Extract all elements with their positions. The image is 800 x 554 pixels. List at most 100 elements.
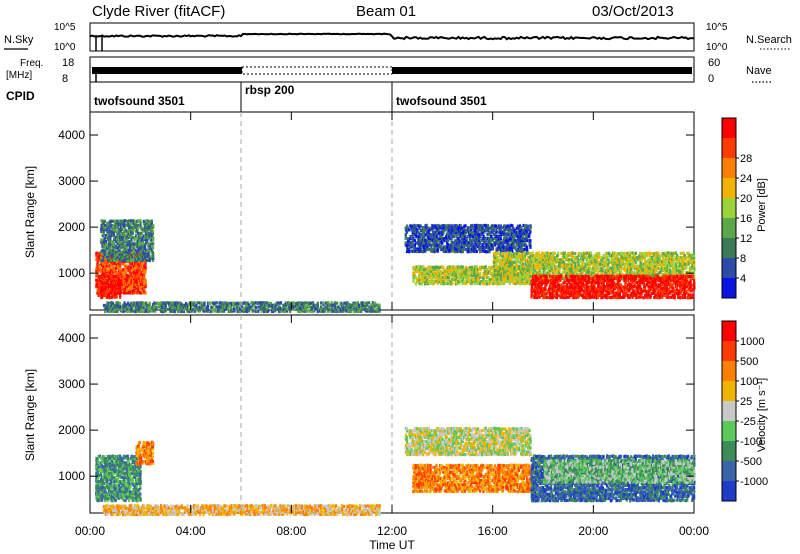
heatmap-cell	[685, 264, 688, 268]
heatmap-cell	[475, 275, 478, 279]
heatmap-cell	[679, 269, 682, 273]
heatmap-cell	[108, 252, 111, 257]
heatmap-cell	[601, 292, 604, 296]
heatmap-cell	[617, 285, 620, 289]
heatmap-cell	[117, 276, 121, 280]
heatmap-cell	[518, 264, 521, 268]
heatmap-cell	[541, 258, 545, 262]
heatmap-cell	[496, 225, 499, 230]
heatmap-cell	[111, 283, 114, 287]
heatmap-cell	[561, 287, 564, 291]
heatmap-cell	[592, 266, 595, 270]
heatmap-cell	[147, 227, 150, 231]
heatmap-cell	[687, 253, 690, 257]
heatmap-cell	[113, 270, 116, 274]
heatmap-cell	[116, 258, 119, 262]
heatmap-cell	[126, 264, 129, 268]
heatmap-cell	[470, 265, 474, 269]
heatmap-cell	[109, 291, 112, 295]
heatmap-cell	[632, 255, 635, 260]
heatmap-cell	[150, 227, 154, 231]
heatmap-cell	[672, 273, 675, 277]
heatmap-cell	[97, 289, 100, 293]
heatmap-cell	[551, 283, 554, 287]
heatmap-cell	[598, 275, 601, 279]
heatmap-cell	[487, 245, 490, 249]
heatmap-cell	[422, 274, 425, 278]
heatmap-cell	[137, 285, 140, 289]
heatmap-cell	[484, 236, 487, 240]
heatmap-cell	[543, 289, 546, 293]
heatmap-cell	[108, 232, 111, 236]
heatmap-cell	[678, 260, 681, 264]
heatmap-cell	[130, 238, 133, 242]
heatmap-cell	[572, 293, 576, 297]
heatmap-cell	[610, 269, 613, 273]
heatmap-cell	[628, 287, 632, 291]
heatmap-cell	[576, 257, 579, 261]
heatmap-cell	[574, 273, 577, 277]
heatmap-cell	[139, 235, 142, 240]
heatmap-cell	[104, 281, 107, 285]
heatmap-cell	[124, 270, 128, 274]
heatmap-cell	[464, 224, 467, 228]
heatmap-cell	[690, 254, 693, 258]
heatmap-cell	[595, 289, 599, 293]
heatmap-cell	[136, 227, 140, 231]
heatmap-cell	[504, 262, 507, 266]
heatmap-cell	[550, 274, 553, 279]
heatmap-cell	[115, 240, 118, 244]
heatmap-cell	[105, 228, 108, 232]
heatmap-cell	[545, 260, 548, 264]
heatmap-cell	[670, 260, 673, 264]
heatmap-cell	[419, 236, 422, 240]
heatmap-cell	[523, 271, 526, 275]
heatmap-cell	[439, 234, 442, 238]
heatmap-cell	[573, 291, 576, 295]
heatmap-cell	[521, 264, 524, 268]
heatmap-cell	[633, 260, 636, 264]
heatmap-cell	[148, 254, 151, 258]
heatmap-cell	[627, 257, 630, 262]
heatmap-cell	[123, 284, 127, 288]
heatmap-cell	[432, 270, 435, 274]
heatmap-cell	[549, 296, 552, 300]
heatmap-cell	[528, 271, 531, 275]
heatmap-cell	[548, 260, 552, 264]
heatmap-cell	[111, 270, 114, 274]
heatmap-cell	[106, 221, 109, 225]
heatmap-cell	[511, 224, 514, 228]
heatmap-cell	[538, 285, 541, 289]
heatmap-cell	[630, 279, 633, 283]
heatmap-cell	[137, 268, 140, 272]
heatmap-cell	[536, 293, 539, 297]
heatmap-cell	[619, 264, 622, 268]
heatmap-cell	[563, 287, 566, 291]
heatmap-cell	[682, 266, 685, 270]
heatmap-cell	[570, 269, 573, 273]
heatmap-cell	[571, 251, 574, 255]
heatmap-cell	[115, 295, 118, 299]
heatmap-cell	[566, 285, 569, 289]
heatmap-cell	[136, 280, 139, 284]
heatmap-cell	[422, 267, 426, 272]
heatmap-cell	[584, 264, 587, 268]
heatmap-cell	[120, 276, 123, 280]
heatmap-cell	[112, 226, 115, 230]
heatmap-cell	[507, 232, 510, 237]
heatmap-cell	[572, 296, 576, 300]
heatmap-cell	[145, 236, 148, 240]
heatmap-cell	[111, 229, 115, 233]
heatmap-cell	[415, 235, 418, 239]
heatmap-cell	[130, 289, 133, 293]
heatmap-cell	[132, 248, 135, 253]
heatmap-cell	[514, 239, 517, 243]
heatmap-cell	[435, 273, 438, 278]
heatmap-cell	[524, 273, 527, 277]
heatmap-cell	[138, 233, 141, 237]
heatmap-cell	[619, 274, 623, 278]
heatmap-cell	[519, 256, 522, 260]
heatmap-cell	[584, 251, 587, 255]
heatmap-cell	[144, 257, 147, 261]
heatmap-cell	[618, 291, 622, 295]
